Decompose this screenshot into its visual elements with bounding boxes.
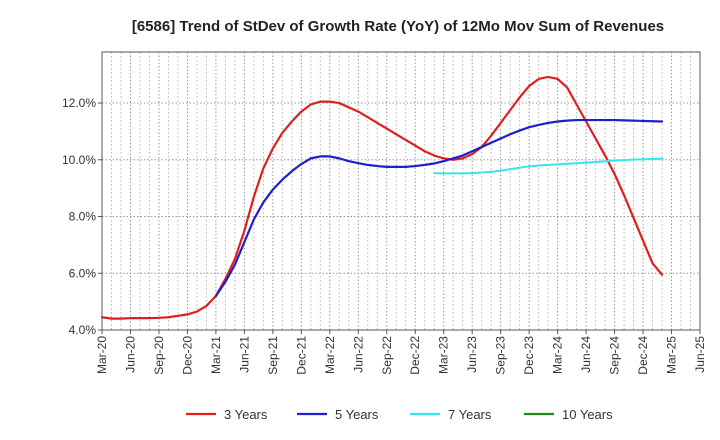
y-tick-label: 4.0% — [69, 323, 97, 337]
plot-area — [102, 52, 700, 330]
x-tick-label: Jun-23 — [465, 336, 479, 373]
x-tick-label: Jun-25 — [693, 336, 707, 373]
plot-background — [102, 52, 700, 330]
x-tick-label: Mar-23 — [437, 336, 451, 374]
x-tick-label: Dec-22 — [408, 336, 422, 375]
x-tick-label: Mar-21 — [209, 336, 223, 374]
y-tick-label: 8.0% — [69, 210, 97, 224]
x-tick-label: Dec-24 — [636, 336, 650, 375]
x-tick-label: Sep-21 — [266, 336, 280, 375]
x-tick-label: Jun-21 — [237, 336, 251, 373]
legend-label: 10 Years — [562, 407, 613, 422]
chart-title: [6586] Trend of StDev of Growth Rate (Yo… — [132, 18, 664, 35]
x-tick-label: Jun-24 — [579, 336, 593, 373]
x-tick-label: Mar-22 — [323, 336, 337, 374]
axis-layer: 4.0% 6.0% 8.0% 10.0% 12.0% Mar-20 Jun-20 Sep-20… — [62, 51, 707, 375]
x-tick-label: Jun-20 — [123, 336, 137, 373]
y-tick-label: 12.0% — [62, 96, 96, 110]
series-line-7-years — [433, 157, 664, 175]
x-tick-label: Jun-22 — [351, 336, 365, 373]
legend-label: 5 Years — [335, 407, 379, 422]
legend-label: 3 Years — [224, 407, 268, 422]
x-tick-label: Mar-20 — [95, 336, 109, 374]
series-layer — [100, 75, 664, 320]
x-tick-label: Sep-20 — [152, 336, 166, 375]
x-tick-label: Mar-25 — [665, 336, 679, 374]
grid-layer — [101, 52, 701, 331]
y-tick-label: 10.0% — [62, 153, 96, 167]
plot-frame — [101, 51, 701, 331]
series-line-3-years — [100, 75, 664, 320]
x-tick-label: Sep-23 — [494, 336, 508, 375]
x-tick-label: Sep-22 — [380, 336, 394, 375]
legend: 3 Years 5 Years 7 Years 10 Years — [186, 407, 613, 422]
legend-label: 7 Years — [448, 407, 492, 422]
x-tick-label: Dec-20 — [180, 336, 194, 375]
series-line-5-years — [214, 118, 664, 298]
x-tick-label: Dec-23 — [522, 336, 536, 375]
x-tick-label: Mar-24 — [551, 336, 565, 374]
x-tick-label: Dec-21 — [294, 336, 308, 375]
x-tick-label: Sep-24 — [608, 336, 622, 375]
y-tick-label: 6.0% — [69, 266, 97, 280]
